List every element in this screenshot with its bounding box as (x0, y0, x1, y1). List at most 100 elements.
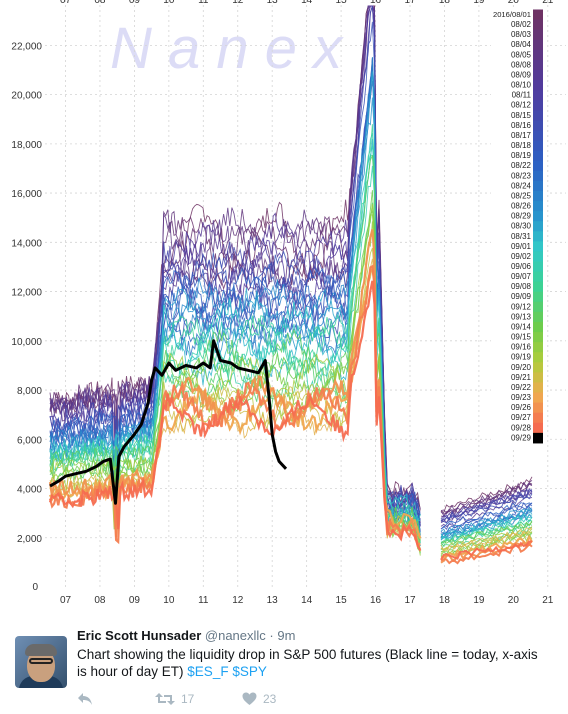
author-name[interactable]: Eric Scott Hunsader (77, 628, 202, 643)
legend-swatch (533, 180, 543, 192)
cashtag-es-f[interactable]: $ES_F (187, 664, 229, 679)
legend-label: 09/23 (511, 393, 532, 402)
y-tick-label: 10,000 (11, 337, 42, 348)
y-tick-label: 8,000 (17, 386, 42, 397)
cashtag-spy[interactable]: $SPY (232, 664, 267, 679)
today-series-line (49, 339, 288, 505)
reply-button[interactable] (77, 692, 93, 706)
x-tick-label-top: 07 (60, 0, 72, 6)
x-tick-label-top: 11 (198, 0, 209, 6)
legend-label: 09/09 (511, 292, 532, 301)
tweet-header: Eric Scott Hunsader @nanexllc · 9m (77, 628, 295, 643)
legend-label: 09/08 (511, 282, 532, 291)
legend-label: 08/24 (511, 181, 532, 190)
legend-label: 09/13 (511, 312, 532, 321)
legend-swatch (533, 301, 543, 313)
series-line-evening (440, 493, 533, 524)
x-tick-label-top: 17 (404, 0, 416, 6)
legend-label: 09/15 (511, 333, 532, 342)
legend-label: 09/12 (511, 302, 532, 311)
series-line-evening (440, 528, 533, 551)
legend-label: 08/02 (511, 20, 532, 29)
legend-label: 08/10 (511, 81, 532, 90)
legend-label: 09/06 (511, 262, 532, 271)
legend-label: 09/21 (511, 373, 532, 382)
series-lines (48, 5, 533, 565)
legend-label: 2016/08/01 (493, 10, 531, 19)
retweet-button[interactable]: 17 (155, 692, 194, 706)
x-tick-label-top: 15 (336, 0, 348, 6)
legend-label: 08/15 (511, 111, 532, 120)
timestamp[interactable]: 9m (277, 628, 296, 643)
legend-swatch (533, 402, 543, 414)
x-tick-label-top: 08 (94, 0, 106, 6)
legend-swatch (533, 422, 543, 434)
legend-swatch (533, 251, 543, 262)
legend-swatch (533, 261, 543, 273)
tweet-text: Chart showing the liquidity drop in S&P … (77, 646, 547, 680)
like-button[interactable]: 23 (242, 692, 276, 706)
legend-label: 09/29 (511, 433, 532, 442)
today-line (49, 339, 288, 505)
legend-swatch (533, 59, 543, 71)
legend-label: 08/26 (511, 202, 532, 211)
legend-swatch (533, 311, 543, 323)
watermark: N a n e x (110, 16, 344, 81)
legend-swatch (533, 432, 543, 444)
legend-swatch (533, 190, 543, 202)
x-tick-label: 11 (198, 595, 209, 606)
x-tick-label: 12 (232, 595, 244, 606)
legend-label: 08/17 (511, 131, 532, 140)
author-handle[interactable]: @nanexllc (204, 628, 266, 643)
x-tick-label: 18 (439, 595, 451, 606)
legend-label: 08/22 (511, 161, 532, 170)
series-line-evening (440, 513, 533, 540)
x-tick-label-top: 12 (232, 0, 244, 6)
legend-swatch (533, 372, 543, 383)
y-tick-label: 4,000 (17, 485, 42, 496)
series-line (49, 71, 421, 530)
legend-swatch (533, 39, 543, 51)
legend-swatch (533, 221, 543, 232)
x-tick-label-top: 10 (163, 0, 175, 6)
legend-swatch (533, 130, 543, 142)
legend-label: 09/19 (511, 353, 532, 362)
legend-swatch (533, 281, 543, 293)
legend-swatch (533, 211, 543, 222)
legend-swatch (533, 342, 543, 353)
x-tick-label-top: 09 (129, 0, 141, 6)
series-line (49, 155, 421, 546)
legend-label: 08/30 (511, 222, 532, 231)
legend-label: 08/16 (511, 121, 532, 130)
legend-swatch (533, 271, 543, 283)
legend-swatch (533, 412, 543, 424)
series-line-evening (440, 479, 533, 514)
legend-swatch (533, 49, 543, 61)
legend-label: 08/11 (512, 91, 532, 100)
heart-icon (242, 692, 257, 705)
legend-swatch (533, 140, 543, 152)
x-tick-label-top: 19 (473, 0, 485, 6)
reply-icon (78, 693, 92, 705)
x-tick-label: 17 (404, 595, 416, 606)
legend-label: 08/29 (511, 212, 532, 221)
retweet-icon (155, 693, 175, 705)
series-line-evening (440, 489, 533, 521)
x-axis-top: 07 08 09 10 11 12 13 14 15 16 17 18 19 20 21 (60, 0, 554, 6)
x-axis-bottom: 07 08 09 10 11 12 13 14 15 16 17 18 19 20 21 (60, 595, 554, 606)
y-tick-label: 6,000 (17, 435, 42, 446)
legend-swatch (533, 29, 543, 41)
y-tick-label: 20,000 (11, 91, 42, 102)
x-tick-label-top: 21 (542, 0, 554, 6)
x-tick-label: 20 (508, 595, 520, 606)
separator-dot: · (269, 628, 274, 643)
legend-label: 09/07 (511, 272, 532, 281)
legend-label: 08/12 (511, 101, 532, 110)
legend-label: 08/05 (511, 50, 532, 59)
legend-label: 09/14 (511, 322, 532, 331)
legend-label: 08/25 (511, 191, 532, 200)
avatar[interactable] (15, 636, 67, 688)
series-line-evening (440, 520, 533, 544)
x-tick-label-top: 20 (508, 0, 520, 6)
legend-swatch (533, 150, 543, 162)
